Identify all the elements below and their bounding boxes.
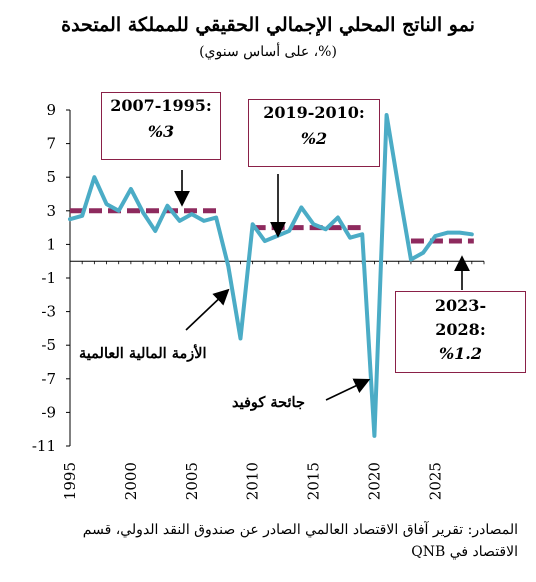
x-tick-label: 2020 [365, 462, 383, 500]
average-box-1995-2007: :2007-1995 %3 [101, 92, 221, 160]
average-box-2023-2028: -2023 :2028 %1.2 [395, 291, 526, 373]
average-box-2-value-text: %2 [300, 129, 328, 148]
average-box-3-period-start: -2023 [434, 296, 487, 315]
average-box-2010-2019: :2019-2010 %2 [248, 99, 380, 167]
average-box-1-value-text: %3 [147, 122, 175, 141]
source-note: المصادر: تقرير آفاق الاقتصاد العالمي الص… [18, 519, 518, 563]
y-tick-label: -7 [41, 370, 56, 388]
average-box-2-period: :2019-2010 [263, 103, 365, 122]
x-tick-label: 2015 [305, 462, 323, 500]
average-box-3-period-end: :2028 [435, 320, 486, 339]
y-tick-label: -5 [41, 336, 56, 354]
source-line-1: المصادر: تقرير آفاق الاقتصاد العالمي الص… [82, 522, 518, 538]
y-tick-label: -9 [41, 403, 56, 421]
y-tick-label: 7 [46, 135, 56, 153]
chart-subtitle: (%، على أساس سنوي) [199, 44, 337, 60]
y-tick-label: 3 [46, 202, 56, 220]
x-tick-label: 2010 [244, 462, 262, 500]
arrow-covid [325, 378, 371, 401]
gdp-growth-line [68, 113, 474, 438]
source-line-2: الاقتصاد في QNB [411, 544, 518, 560]
average-box-3-value: %1.2 [396, 342, 525, 366]
x-tick-label: 2005 [183, 462, 201, 500]
average-box-1-value: %3 [102, 119, 220, 145]
average-box-3-value-text: %1.2 [438, 344, 483, 363]
y-tick-label: -1 [41, 269, 56, 287]
y-tick-label: -3 [41, 303, 56, 321]
x-tick-label: 1995 [61, 462, 79, 500]
average-box-1-period: :2007-1995 [110, 96, 212, 115]
average-box-2-value: %2 [249, 126, 379, 152]
y-tick-label: -11 [32, 437, 56, 455]
y-tick-label: 5 [46, 168, 56, 186]
y-tick-label: 9 [46, 101, 56, 119]
x-tick-label: 2000 [122, 462, 140, 500]
arrow-financial-crisis [185, 288, 230, 331]
financial-crisis-label: الأزمة المالية العالمية [79, 345, 207, 362]
y-tick-label: 1 [46, 235, 56, 253]
chart-title: نمو الناتج المحلي الإجمالي الحقيقي للممل… [61, 14, 475, 36]
x-tick-label: 2025 [426, 462, 444, 500]
covid-label: جائحة كوفيد [232, 394, 305, 411]
